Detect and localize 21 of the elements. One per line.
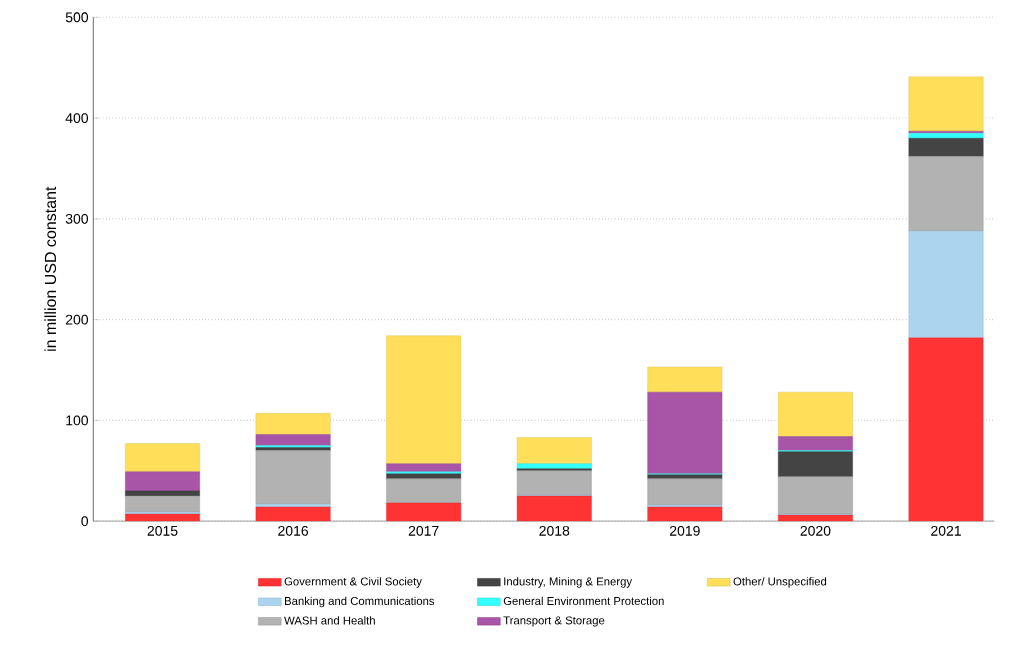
- x-tick-label: 2019: [670, 525, 700, 536]
- legend-label: WASH and Health: [284, 616, 375, 625]
- y-tick-label: 400: [65, 113, 89, 124]
- legend-label: Banking and Communications: [285, 596, 435, 608]
- y-tick-label: 0: [81, 516, 89, 527]
- x-tick-label: 2017: [408, 525, 439, 536]
- legend-label: Transport & Storage: [503, 616, 605, 627]
- y-tick-label: 100: [66, 415, 89, 426]
- legend-label: Government & Civil Society: [284, 577, 422, 588]
- x-tick-label: 2016: [278, 525, 309, 536]
- y-tick-label: 300: [65, 214, 89, 224]
- legend-label: General Environment Protection: [503, 596, 664, 606]
- x-tick-label: 2015: [147, 525, 178, 536]
- legend-label: Other/ Unspecified: [733, 577, 827, 588]
- y-tick-label: 200: [65, 314, 89, 325]
- legend-label: Industry, Mining & Energy: [504, 577, 633, 588]
- x-tick-label: 2020: [800, 525, 831, 536]
- x-tick-label: 2018: [539, 525, 570, 536]
- x-tick-label: 2021: [931, 525, 961, 536]
- y-axis-title: in million USD constant: [44, 186, 57, 351]
- y-tick-label: 500: [65, 12, 89, 23]
